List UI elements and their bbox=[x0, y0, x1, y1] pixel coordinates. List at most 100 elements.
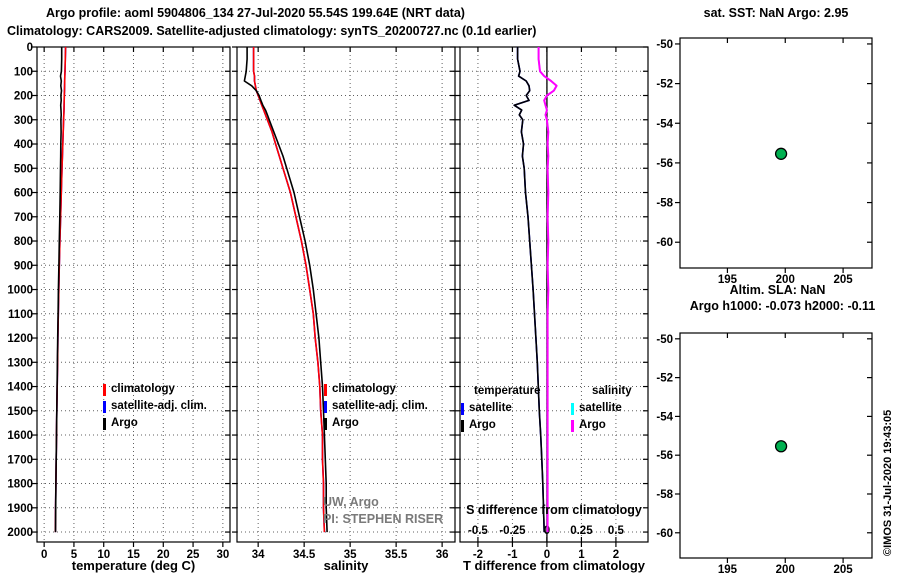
argo-swatch bbox=[103, 417, 106, 430]
climatology-swatch bbox=[103, 383, 106, 396]
temperature-legend: climatology satellite-adj. clim. Argo bbox=[103, 381, 207, 432]
satellite-swatch bbox=[324, 400, 327, 413]
legend-item-t-argo: Argo bbox=[461, 417, 553, 434]
axis-ticks: 195 200 205 -50 -52 -54 -56 -58 -60 bbox=[656, 333, 872, 576]
svg-text:-58: -58 bbox=[656, 198, 673, 210]
svg-text:5: 5 bbox=[71, 549, 78, 561]
sla-map-panel: 195 200 205 -50 -52 -54 -56 -58 -60 bbox=[656, 332, 873, 576]
svg-text:0: 0 bbox=[544, 549, 550, 561]
pi-note: PI: STEPHEN RISER bbox=[323, 512, 444, 526]
legend-item-s-satellite: satellite bbox=[571, 400, 663, 417]
legend-item-climatology: climatology bbox=[324, 381, 428, 398]
difference-panel: -2 -1 0 1 2-0.5 -0.25 0 0.25 0.5 bbox=[455, 46, 649, 561]
svg-text:1700: 1700 bbox=[7, 454, 33, 466]
svg-text:400: 400 bbox=[14, 139, 33, 151]
legend-label-s-argo: Argo bbox=[579, 419, 606, 431]
climatology-swatch bbox=[324, 383, 327, 396]
argo-swatch bbox=[324, 417, 327, 430]
grid-lines bbox=[37, 47, 230, 542]
svg-text:1500: 1500 bbox=[7, 406, 33, 418]
svg-text:205: 205 bbox=[833, 564, 853, 576]
legend-label-climatology: climatology bbox=[332, 383, 396, 395]
s-satellite-swatch bbox=[571, 402, 574, 415]
svg-text:30: 30 bbox=[216, 549, 229, 561]
svg-text:200: 200 bbox=[14, 91, 33, 103]
legend-label-satellite: satellite-adj. clim. bbox=[111, 400, 207, 412]
svg-text:1: 1 bbox=[578, 549, 585, 561]
svg-text:2000: 2000 bbox=[7, 527, 33, 539]
svg-text:34: 34 bbox=[252, 549, 265, 561]
legend-item-s-argo: Argo bbox=[571, 417, 663, 434]
svg-text:-54: -54 bbox=[656, 411, 673, 423]
svg-text:195: 195 bbox=[718, 564, 738, 576]
t-difference-axis-label: T difference from climatology bbox=[462, 558, 646, 573]
svg-text:200: 200 bbox=[776, 564, 795, 576]
difference-legend: temperature satellite Argo salinity sate… bbox=[461, 383, 663, 434]
chart-title-line2: Climatology: CARS2009. Satellite-adjuste… bbox=[7, 24, 537, 38]
float-position-marker bbox=[774, 147, 788, 160]
svg-text:2: 2 bbox=[613, 549, 619, 561]
chart-title-line1: Argo profile: aoml 5904806_134 27-Jul-20… bbox=[46, 6, 465, 20]
svg-text:1300: 1300 bbox=[7, 357, 33, 369]
sst-map-title: sat. SST: NaN Argo: 2.95 bbox=[703, 6, 849, 20]
axes-box bbox=[459, 46, 649, 543]
salinity-argo-curve bbox=[537, 47, 558, 533]
temperature-satellite-curve bbox=[513, 47, 545, 533]
float-position-marker bbox=[774, 440, 788, 453]
legend-item-satellite: satellite-adj. clim. bbox=[324, 398, 428, 415]
legend-label-satellite: satellite-adj. clim. bbox=[332, 400, 428, 412]
svg-text:0.5: 0.5 bbox=[608, 525, 625, 537]
svg-text:20: 20 bbox=[157, 549, 170, 561]
svg-text:1400: 1400 bbox=[7, 382, 33, 394]
svg-text:0: 0 bbox=[27, 42, 33, 54]
legend-label-climatology: climatology bbox=[111, 383, 175, 395]
imos-copyright: ©IMOS 31-Jul-2020 19:43:05 bbox=[882, 409, 894, 556]
argo-curve bbox=[243, 47, 328, 533]
legend-item-argo: Argo bbox=[324, 415, 428, 432]
sla-map-title: Altim. SLA: NaN bbox=[729, 283, 826, 297]
svg-text:-2: -2 bbox=[473, 549, 483, 561]
svg-text:-58: -58 bbox=[656, 489, 673, 501]
svg-text:-52: -52 bbox=[656, 79, 673, 91]
svg-text:100: 100 bbox=[14, 66, 33, 78]
climatology-curve bbox=[252, 47, 326, 533]
svg-text:1800: 1800 bbox=[7, 479, 33, 491]
svg-text:36: 36 bbox=[436, 549, 449, 561]
axis-ticks: -2 -1 0 1 2 bbox=[455, 46, 648, 561]
svg-text:1100: 1100 bbox=[8, 309, 33, 321]
svg-text:10: 10 bbox=[97, 549, 110, 561]
salinity-legend: climatology satellite-adj. clim. Argo bbox=[324, 381, 428, 432]
svg-text:-56: -56 bbox=[656, 158, 673, 170]
temperature-argo-curve bbox=[513, 47, 545, 533]
svg-text:15: 15 bbox=[127, 549, 140, 561]
svg-text:-60: -60 bbox=[656, 528, 673, 540]
svg-text:1600: 1600 bbox=[7, 430, 33, 442]
svg-text:34.5: 34.5 bbox=[293, 549, 316, 561]
grid-lines bbox=[460, 47, 648, 542]
svg-text:35: 35 bbox=[344, 549, 357, 561]
svg-text:-52: -52 bbox=[656, 373, 673, 385]
s-argo-swatch bbox=[571, 419, 574, 432]
svg-text:1900: 1900 bbox=[7, 503, 33, 515]
legend-item-satellite: satellite-adj. clim. bbox=[103, 398, 207, 415]
svg-text:205: 205 bbox=[833, 274, 853, 286]
svg-text:-60: -60 bbox=[656, 237, 673, 249]
svg-text:600: 600 bbox=[14, 188, 33, 200]
axes-box bbox=[679, 332, 873, 559]
svg-text:-50: -50 bbox=[656, 334, 673, 346]
svg-text:25: 25 bbox=[187, 549, 200, 561]
temperature-panel: 0 5 10 15 20 25 300100200300400500600700800900… bbox=[7, 42, 231, 561]
t-satellite-swatch bbox=[461, 402, 464, 415]
institution-note: UW, Argo bbox=[323, 495, 379, 509]
svg-text:195: 195 bbox=[718, 274, 738, 286]
sst-map-panel: 195 200 205 -50 -52 -54 -56 -58 -60 bbox=[656, 37, 873, 286]
legend-label-t-satellite: satellite bbox=[469, 402, 512, 414]
salinity-column-header: salinity bbox=[592, 385, 632, 397]
svg-text:500: 500 bbox=[14, 163, 33, 175]
svg-text:-1: -1 bbox=[507, 549, 518, 561]
axis-ticks: 195 200 205 -50 -52 -54 -56 -58 -60 bbox=[656, 38, 872, 286]
satellite-swatch bbox=[103, 400, 106, 413]
legend-label-argo: Argo bbox=[332, 417, 359, 429]
svg-text:300: 300 bbox=[14, 115, 33, 127]
